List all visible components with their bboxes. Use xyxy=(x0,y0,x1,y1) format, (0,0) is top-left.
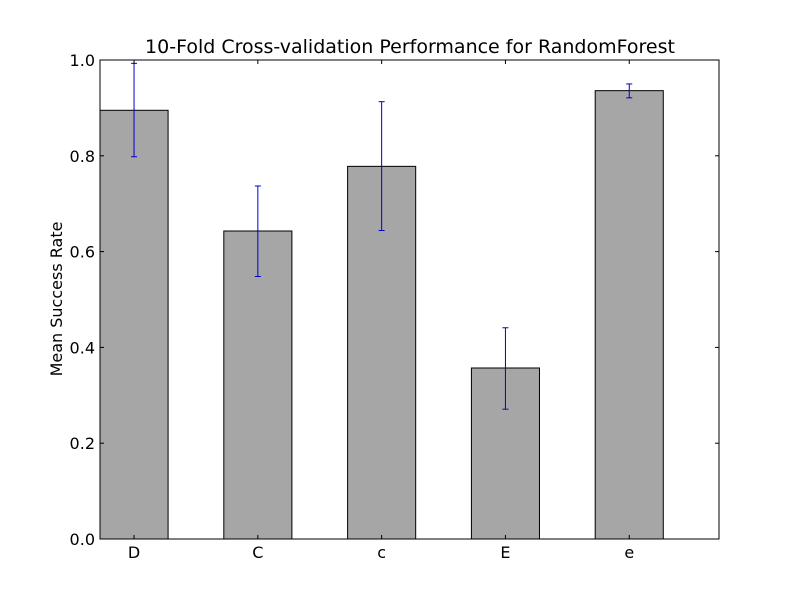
y-tick-label: 0.2 xyxy=(70,434,95,453)
y-tick-label: 0.8 xyxy=(70,147,95,166)
y-tick-label: 0.4 xyxy=(70,338,95,357)
bar xyxy=(99,109,169,540)
bars-layer xyxy=(99,90,664,540)
y-tick-label: 0.0 xyxy=(70,530,95,549)
bar xyxy=(223,230,293,540)
y-tick-label: 1.0 xyxy=(70,51,95,70)
error-bars-layer xyxy=(131,62,633,410)
bar xyxy=(594,90,664,540)
y-tick-label: 0.6 xyxy=(70,243,95,262)
x-tick-label: c xyxy=(377,543,386,562)
chart-title: 10-Fold Cross-validation Performance for… xyxy=(145,36,675,58)
plot-frame xyxy=(99,59,720,540)
x-tick-label: E xyxy=(500,543,510,562)
x-tick-label: C xyxy=(252,543,263,562)
y-axis-label: Mean Success Rate xyxy=(47,222,66,377)
x-tick-label: e xyxy=(624,543,634,562)
x-tick-label: D xyxy=(128,543,140,562)
